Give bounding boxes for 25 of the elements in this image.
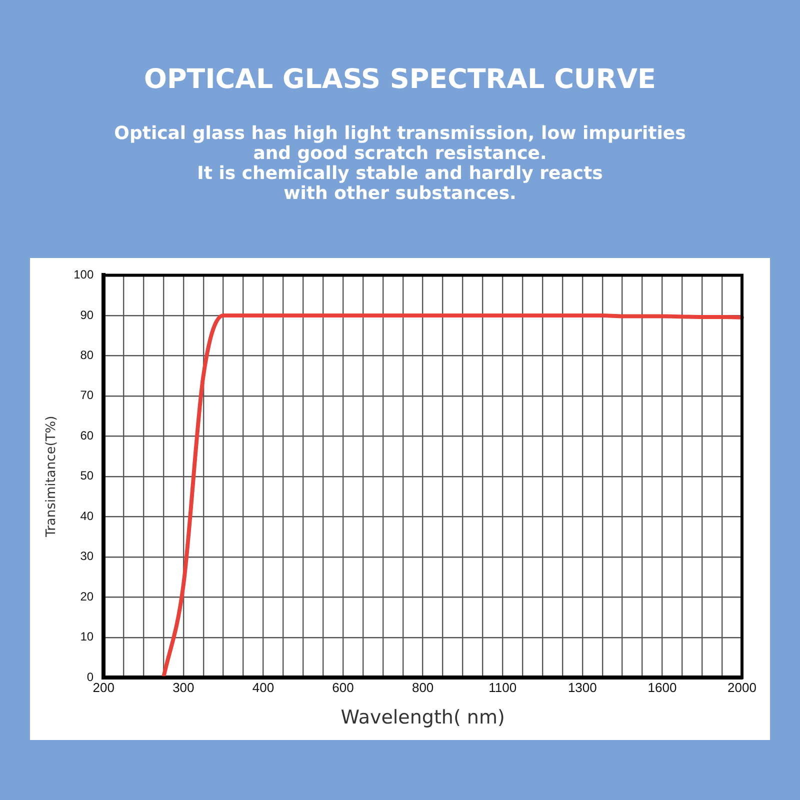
y-axis-title: Transimitance(T%) [44,416,60,538]
x-tick-label: 300 [172,680,194,695]
line-series [161,313,744,678]
chart-subtitle: Optical glass has high light transmission, low impurities and good scratch resistance. It is chemically stable and hardly reacts with other substances. [113,123,687,204]
y-tick-label: 50 [80,468,94,483]
y-tick-label: 100 [74,268,94,282]
x-tick-label: 1300 [568,680,597,695]
x-tick-label: 1100 [488,680,517,695]
x-tick-label: 2000 [728,680,756,695]
y-tick-label: 70 [80,388,94,402]
y-tick-label: 10 [80,630,94,644]
x-axis-title: Wavelength( nm) [340,706,505,729]
y-tick-label: 40 [80,508,94,523]
y-tick-label: 0 [86,670,94,684]
x-tick-label: 600 [332,680,354,695]
y-tick-label: 90 [80,308,94,322]
x-tick-label: 400 [252,680,274,695]
y-tick-label: 60 [80,428,94,442]
y-tick-label: 20 [80,589,94,604]
x-tick-label: 200 [92,680,114,695]
chart-title: OPTICAL GLASS SPECTRAL CURVE [143,64,657,95]
x-tick-label: 800 [412,680,434,695]
x-tick-label: 1600 [648,680,677,695]
y-tick-label: 30 [80,549,94,564]
y-tick-label: 80 [80,348,94,362]
